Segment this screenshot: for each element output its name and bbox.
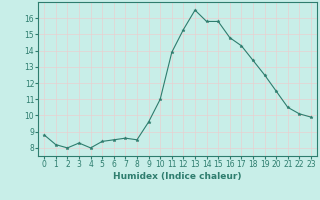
X-axis label: Humidex (Indice chaleur): Humidex (Indice chaleur) (113, 172, 242, 181)
